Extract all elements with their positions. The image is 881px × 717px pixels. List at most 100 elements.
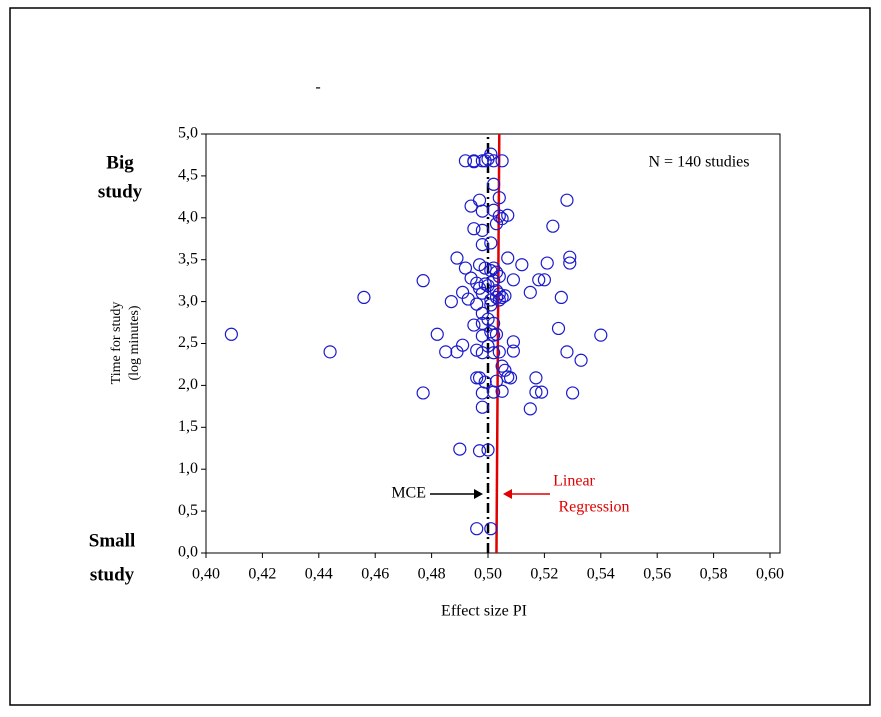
point — [563, 250, 577, 264]
point — [478, 261, 492, 275]
point — [484, 522, 498, 536]
point — [495, 290, 509, 305]
point — [478, 375, 492, 389]
x-tick-label: 0,56 — [643, 566, 671, 583]
point — [481, 443, 495, 457]
point — [523, 402, 537, 416]
point — [540, 256, 554, 270]
point — [506, 335, 520, 349]
point — [492, 191, 506, 205]
frame — [9, 7, 871, 706]
x-tick-label: 0,50 — [474, 566, 502, 583]
y-tick-label: 5,0 — [178, 125, 198, 142]
point — [467, 155, 481, 169]
point — [489, 265, 504, 279]
point — [487, 154, 501, 168]
point — [554, 290, 568, 305]
annotation: N = 140 studies — [648, 154, 749, 171]
annotation: study — [98, 181, 143, 202]
point — [534, 385, 549, 399]
point — [467, 318, 481, 332]
point — [495, 384, 509, 398]
point — [506, 344, 520, 358]
point — [594, 328, 608, 342]
point — [506, 273, 520, 287]
point — [501, 208, 515, 222]
point — [489, 290, 504, 305]
y-axis-label: (log minutes) — [127, 305, 142, 380]
point — [487, 346, 501, 360]
point — [475, 204, 489, 218]
point — [430, 327, 444, 341]
point — [484, 147, 498, 161]
point — [470, 343, 484, 357]
point — [574, 353, 588, 367]
y-tick-label: 3,5 — [178, 250, 198, 267]
point — [546, 219, 560, 233]
point — [489, 374, 504, 388]
point — [467, 222, 481, 236]
point — [224, 327, 238, 341]
point — [357, 290, 371, 305]
x-tick-label: 0,48 — [418, 566, 446, 583]
y-axis-label: Time for study — [109, 302, 124, 385]
y-tick-label: 2,0 — [178, 376, 198, 393]
point — [444, 295, 458, 309]
point — [458, 154, 473, 168]
x-tick-label: 0,54 — [587, 566, 615, 583]
point — [478, 277, 492, 291]
point — [503, 371, 518, 385]
point — [450, 251, 464, 265]
point — [560, 193, 574, 207]
annotation: Big — [106, 152, 134, 173]
x-tick-label: 0,42 — [248, 566, 276, 583]
y-tick-label: 1,5 — [178, 418, 198, 435]
point — [416, 386, 430, 400]
x-tick-label: 0,52 — [530, 566, 558, 583]
point — [563, 256, 577, 270]
point — [565, 386, 580, 400]
point — [323, 345, 337, 359]
y-tick-label: 2,5 — [178, 334, 198, 351]
point — [487, 177, 501, 191]
point — [529, 385, 543, 399]
point — [551, 321, 566, 336]
y-tick-label: 4,5 — [178, 167, 198, 184]
point — [464, 199, 478, 213]
point — [484, 236, 498, 250]
point — [492, 345, 506, 359]
point — [456, 338, 470, 352]
point — [515, 258, 529, 272]
point — [560, 345, 574, 359]
point — [532, 273, 546, 287]
reference-label: MCE — [391, 485, 426, 502]
x-tick-label: 0,58 — [700, 566, 728, 583]
regression-label: Regression — [558, 499, 629, 516]
x-tick-label: 0,46 — [361, 566, 389, 583]
point — [501, 251, 515, 265]
point — [537, 273, 552, 287]
point — [472, 193, 487, 207]
point — [498, 289, 512, 303]
y-tick-label: 0,5 — [178, 502, 198, 519]
point — [475, 400, 489, 414]
point — [453, 442, 467, 456]
point — [416, 274, 430, 288]
point — [489, 327, 504, 341]
regression-label: Linear — [553, 473, 595, 490]
point — [475, 386, 489, 400]
point — [492, 287, 506, 301]
point — [484, 325, 498, 339]
y-tick-label: 3,0 — [178, 292, 198, 309]
annotation: study — [90, 564, 135, 585]
x-tick-label: 0,40 — [192, 566, 220, 583]
point — [529, 371, 543, 385]
x-tick-label: 0,60 — [756, 566, 784, 583]
arrow-head — [474, 489, 483, 499]
arrow-head — [503, 489, 512, 499]
y-tick-label: 1,0 — [178, 460, 198, 477]
point — [492, 209, 506, 223]
point — [523, 285, 537, 299]
y-tick-label: 0,0 — [178, 544, 198, 561]
